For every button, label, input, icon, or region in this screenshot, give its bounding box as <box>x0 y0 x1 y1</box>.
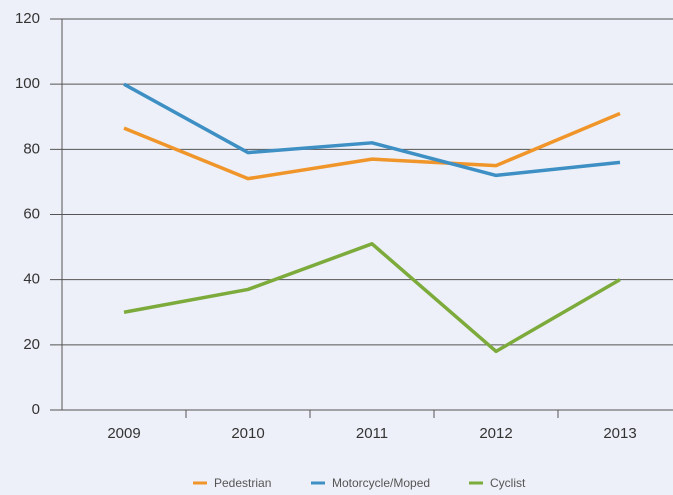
y-tick-label: 40 <box>23 271 40 288</box>
legend: Pedestrian Motorcycle/Moped Cyclist <box>193 476 526 490</box>
x-tick-label: 2009 <box>107 425 140 442</box>
series-line <box>123 82 621 178</box>
y-tick-label: 120 <box>15 10 40 27</box>
x-tick-label: 2013 <box>603 425 636 442</box>
x-tick-label: 2010 <box>231 425 264 442</box>
legend-label: Pedestrian <box>214 476 271 490</box>
x-tick-label: 2012 <box>479 425 512 442</box>
y-tick-label: 100 <box>15 75 40 92</box>
y-tick-label: 0 <box>32 401 40 418</box>
series-line <box>123 242 621 354</box>
series-line <box>123 111 621 181</box>
y-tick-label: 20 <box>23 336 40 353</box>
x-tick-label: 2011 <box>356 425 388 442</box>
y-tick-label: 60 <box>23 205 40 222</box>
legend-label: Motorcycle/Moped <box>332 476 430 490</box>
y-tick-label: 80 <box>23 140 40 157</box>
legend-label: Cyclist <box>490 476 526 490</box>
